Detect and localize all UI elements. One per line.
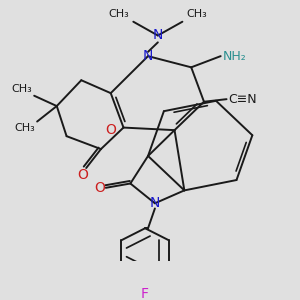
Text: CH₃: CH₃	[109, 9, 129, 19]
Text: CH₃: CH₃	[11, 84, 32, 94]
Text: NH₂: NH₂	[223, 50, 246, 63]
Text: C≡N: C≡N	[229, 93, 257, 106]
Text: O: O	[77, 168, 88, 182]
Text: CH₃: CH₃	[14, 123, 35, 133]
Text: CH₃: CH₃	[186, 9, 207, 19]
Text: N: N	[153, 28, 163, 43]
Text: N: N	[150, 196, 160, 210]
Text: F: F	[141, 287, 149, 300]
Text: N: N	[143, 49, 153, 63]
Text: O: O	[94, 181, 105, 195]
Text: O: O	[105, 123, 116, 137]
